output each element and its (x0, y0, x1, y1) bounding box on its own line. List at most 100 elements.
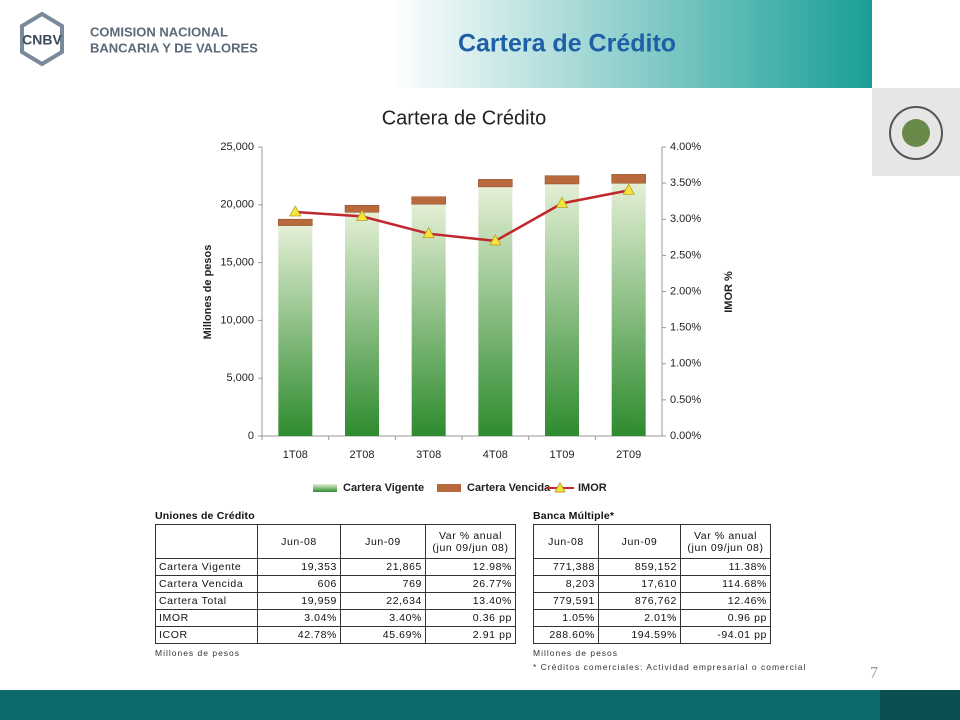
table-cell: 19,353 (257, 558, 341, 576)
header-band (0, 0, 872, 88)
line-marker (355, 209, 369, 221)
table-row: Cartera Total 19,959 22,634 13.40% (155, 592, 516, 610)
table-cell: 11.38% (680, 558, 771, 576)
table-cell: 859,152 (598, 558, 681, 576)
legend-swatch (554, 481, 566, 493)
table-row: 779,591 876,762 12.46% (533, 592, 771, 610)
header-line: Var % anual (438, 529, 503, 542)
header-cell: Var % anual (jun 09/jun 08) (680, 524, 771, 559)
table: Jun-08 Jun-09 Var % anual (jun 09/jun 08) Ca… (155, 524, 516, 644)
legend-label: IMOR (578, 482, 607, 494)
table-row: 1.05% 2.01% 0.96 pp (533, 609, 771, 627)
footer-band (0, 690, 880, 720)
table-note: * Créditos comerciales: Actividad empres… (533, 662, 807, 672)
table: Jun-08 Jun-09 Var % anual (jun 09/jun 08) 77… (533, 524, 771, 644)
header-row: Jun-08 Jun-09 Var % anual (jun 09/jun 08) (533, 524, 771, 559)
seal (889, 106, 943, 160)
header-cell: Jun-09 (598, 524, 681, 559)
y-tick-label: 15,000 (220, 257, 254, 269)
table-cell: 21,865 (340, 558, 426, 576)
table-cell: ICOR (155, 626, 258, 644)
y2-tick-label: 0.50% (670, 394, 701, 406)
header-line: (jun 09/jun 08) (432, 541, 509, 554)
bar-segment (278, 218, 313, 226)
x-tick-label: 1T08 (283, 449, 308, 461)
y-tick-label: 10,000 (220, 314, 254, 326)
y2-tick-label: 1.50% (670, 322, 701, 334)
table-cell: 2.01% (598, 609, 681, 627)
header-line: (jun 09/jun 08) (687, 541, 764, 554)
bar-segment (611, 174, 646, 184)
chart-title: Cartera de Crédito (382, 107, 547, 129)
bar-segment (611, 183, 646, 436)
seal-center (902, 119, 930, 147)
table-title: Banca Múltiple* (533, 510, 615, 522)
logo-text: COMISION NACIONAL (90, 24, 228, 39)
table-cell: 8,203 (533, 575, 599, 593)
header-cell: Jun-09 (340, 524, 426, 559)
bar-segment (411, 204, 446, 436)
y-tick-label: 25,000 (220, 141, 254, 153)
legend-swatch (437, 484, 461, 492)
legend-label: Cartera Vencida (467, 482, 551, 494)
x-tick-label: 2T08 (349, 449, 374, 461)
y2-tick-label: 4.00% (670, 141, 701, 153)
data-table: Banca Múltiple* Jun-08 Jun-09 Var % anual (j… (533, 510, 806, 672)
table-row: IMOR 3.04% 3.40% 0.36 pp (155, 609, 516, 627)
table-title: Uniones de Crédito (155, 510, 255, 522)
header-line: Var % anual (693, 529, 758, 542)
bar-segment (544, 175, 580, 185)
table-cell: 3.04% (257, 609, 341, 627)
y2-axis-label: IMOR % (723, 271, 735, 313)
bar-segment (545, 183, 579, 436)
y2-tick-label: 3.50% (670, 177, 701, 189)
table-cell: 12.46% (680, 592, 771, 610)
slide-title: Cartera de Crédito (458, 30, 676, 58)
y-tick-label: 20,000 (220, 199, 254, 211)
x-tick-label: 2T09 (616, 449, 641, 461)
table-cell: 2.91 pp (425, 626, 516, 644)
y2-tick-label: 1.00% (670, 358, 701, 370)
line (295, 189, 629, 243)
table-cell: 0.96 pp (680, 609, 771, 627)
header-row: Jun-08 Jun-09 Var % anual (jun 09/jun 08) (155, 524, 516, 559)
data-table: Uniones de Crédito Jun-08 Jun-09 Var % anua… (155, 510, 516, 658)
y2-tick-label: 3.00% (670, 213, 701, 225)
table-cell: 779,591 (533, 592, 599, 610)
table-cell: 26.77% (425, 575, 516, 593)
y-axis-label: Millones de pesos (202, 245, 214, 340)
table-cell: 1.05% (533, 609, 599, 627)
table-cell: 19,959 (257, 592, 341, 610)
bar-segment (478, 179, 513, 188)
table-cell: 194.59% (598, 626, 681, 644)
header-cell: Jun-08 (257, 524, 341, 559)
table-cell: 12.98% (425, 558, 516, 576)
table-note: Millones de pesos (155, 648, 241, 658)
table-cell: 114.68% (680, 575, 771, 593)
table-row: 8,203 17,610 114.68% (533, 575, 771, 593)
table-cell: 13.40% (425, 592, 516, 610)
logo-hexagon (20, 11, 64, 67)
table-row: 771,388 859,152 11.38% (533, 558, 771, 576)
legend-swatch (313, 484, 337, 492)
legend-label: Cartera Vigente (343, 482, 424, 494)
table-cell: 606 (257, 575, 341, 593)
page-number: 7 (870, 665, 878, 682)
logo-mark: CNBV (22, 32, 62, 48)
table-cell: 17,610 (598, 575, 681, 593)
table-cell: Cartera Vencida (155, 575, 258, 593)
x-tick-label: 1T09 (549, 449, 574, 461)
y-tick-label: 5,000 (226, 372, 254, 384)
table-cell: 3.40% (340, 609, 426, 627)
line-marker (422, 226, 435, 239)
table-cell: 288.60% (533, 626, 599, 644)
footer-block (880, 690, 960, 720)
logo-text: BANCARIA Y DE VALORES (90, 40, 258, 55)
x-tick-label: 3T08 (416, 449, 441, 461)
y-tick-label: 0 (248, 430, 254, 442)
table-cell: 876,762 (598, 592, 681, 610)
bar-segment (411, 196, 446, 205)
header-cell: Var % anual (jun 09/jun 08) (425, 524, 516, 559)
bar-segment (478, 186, 513, 436)
line-marker (622, 183, 635, 195)
